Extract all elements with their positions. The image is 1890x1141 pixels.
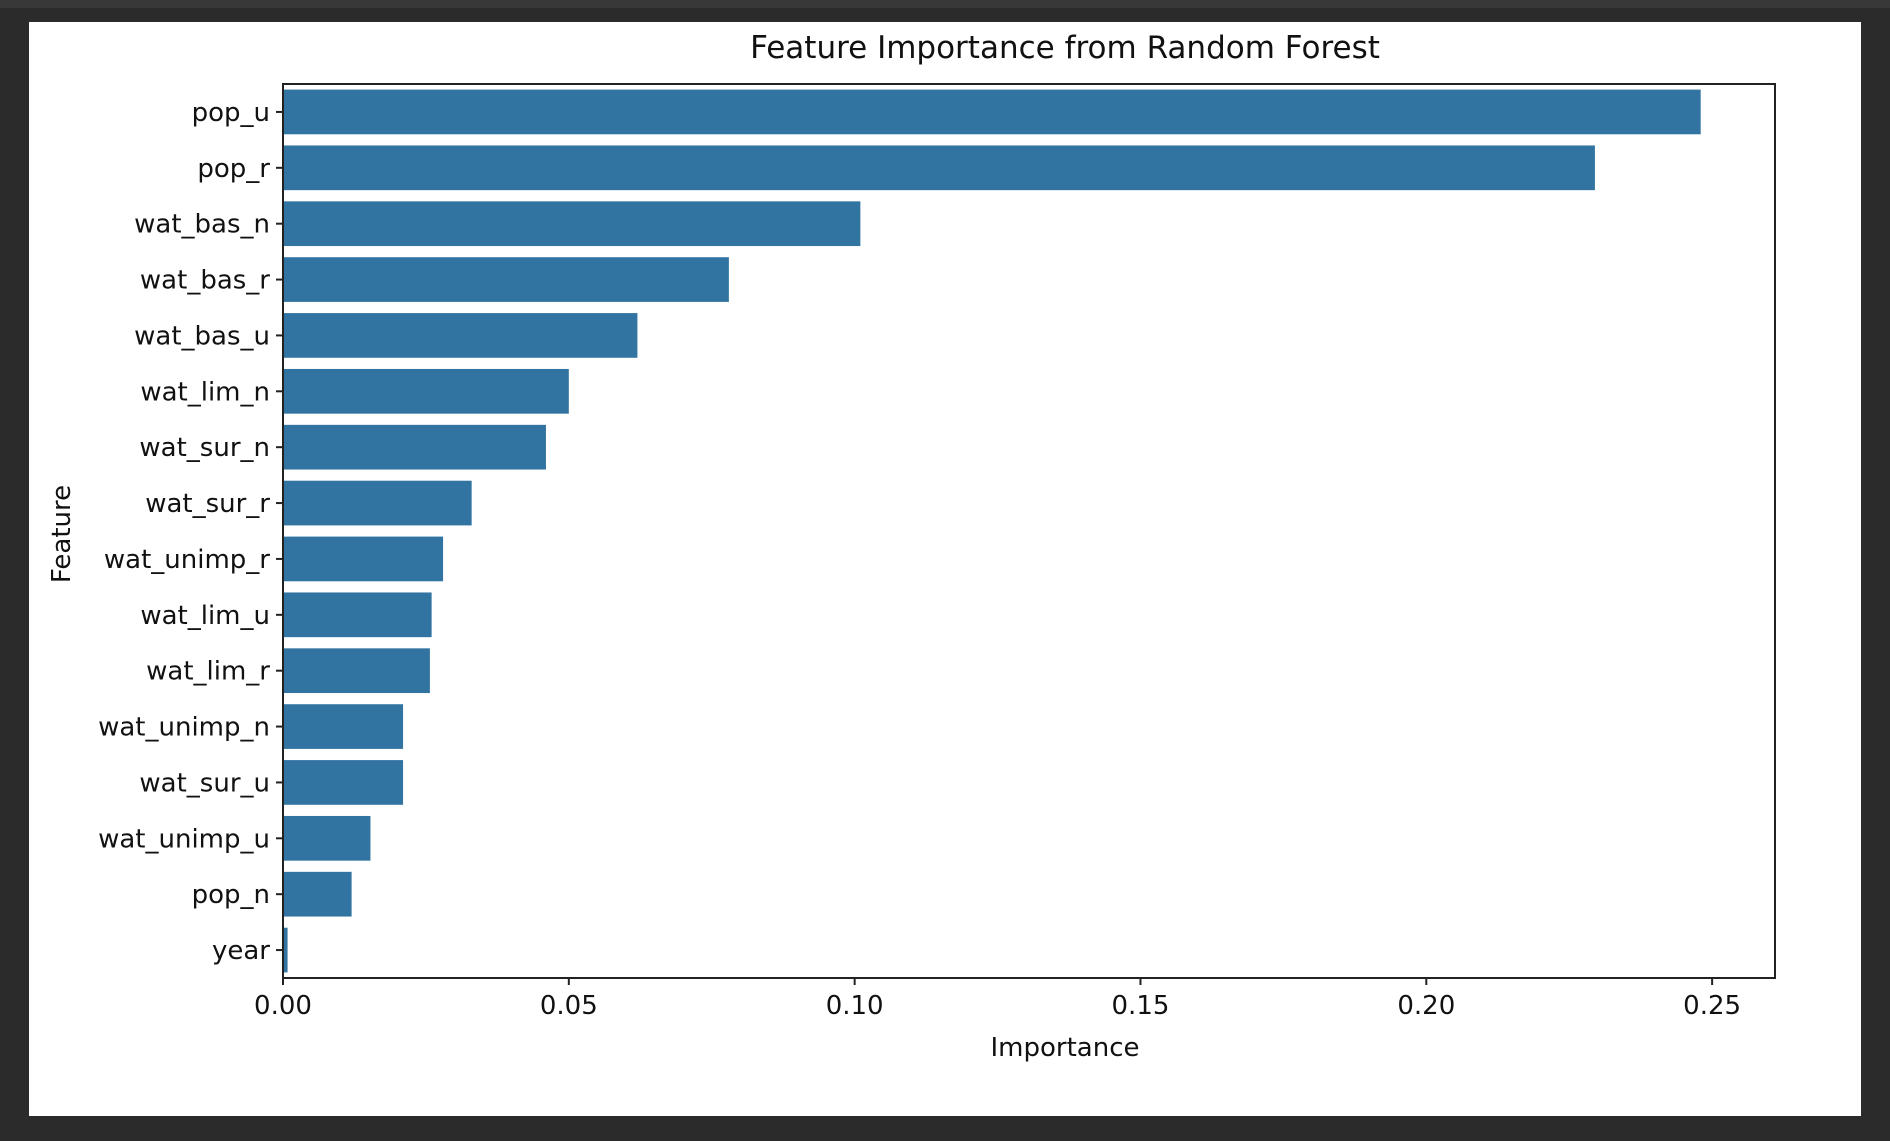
bar-wat_sur_r: [283, 480, 472, 526]
y-tick-label: wat_sur_r: [145, 489, 270, 519]
x-axis-ticks: 0.00 0.05 0.10 0.15 0.20 0.25: [254, 978, 1741, 1021]
bar-wat_bas_n: [283, 201, 861, 247]
bar-wat_unimp_r: [283, 536, 444, 582]
x-tick-label: 0.10: [826, 991, 884, 1021]
y-tick-label: wat_unimp_n: [98, 713, 270, 743]
y-tick-label: wat_lim_u: [140, 601, 270, 631]
bar-wat_bas_u: [283, 313, 638, 358]
bar-wat_lim_n: [283, 368, 569, 414]
y-tick-label: wat_bas_n: [134, 210, 270, 240]
bar-pop_u: [283, 89, 1701, 135]
y-tick-label: wat_sur_u: [139, 768, 270, 798]
bar-pop_r: [283, 145, 1595, 191]
y-tick-label: pop_r: [197, 154, 270, 184]
y-tick-label: wat_bas_r: [140, 266, 270, 296]
y-axis-label: Feature: [47, 485, 77, 583]
y-axis-ticks: pop_u pop_r wat_bas_n wat_bas_r wat_bas_uwat…: [98, 98, 283, 966]
y-tick-label: pop_u: [192, 98, 270, 128]
x-axis-label: Importance: [991, 1033, 1140, 1063]
y-tick-label: wat_lim_n: [140, 377, 270, 407]
x-tick-label: 0.00: [254, 991, 312, 1021]
bar-pop_n: [283, 871, 352, 917]
window-top-strip: [0, 0, 1890, 8]
bar-wat_sur_n: [283, 424, 546, 470]
bar-wat_unimp_n: [283, 704, 404, 749]
bar-wat_bas_r: [283, 257, 729, 302]
bar-year: [283, 927, 288, 973]
bar-wat_lim_r: [283, 648, 430, 694]
y-tick-label: wat_sur_n: [139, 433, 270, 463]
bars-group: [283, 89, 1701, 973]
bar-wat_lim_u: [283, 592, 432, 638]
bar-wat_unimp_u: [283, 815, 371, 861]
chart-title: Feature Importance from Random Forest: [750, 30, 1380, 66]
y-tick-label: wat_lim_r: [146, 657, 270, 687]
x-tick-label: 0.20: [1397, 991, 1455, 1021]
bar-wat_sur_u: [283, 760, 404, 805]
plot-frame: [282, 83, 1776, 979]
figure-canvas: Feature Importance from Random Forest po…: [29, 22, 1861, 1116]
y-tick-label: wat_bas_u: [134, 321, 270, 351]
y-tick-label: pop_n: [192, 880, 270, 910]
x-tick-label: 0.25: [1683, 991, 1741, 1021]
y-tick-label: wat_unimp_r: [104, 545, 270, 575]
y-tick-label: wat_unimp_u: [98, 824, 270, 854]
x-tick-label: 0.05: [540, 991, 598, 1021]
y-tick-label: year: [212, 936, 270, 966]
x-tick-label: 0.15: [1112, 991, 1170, 1021]
bar-chart: Feature Importance from Random Forest po…: [47, 30, 1776, 1063]
